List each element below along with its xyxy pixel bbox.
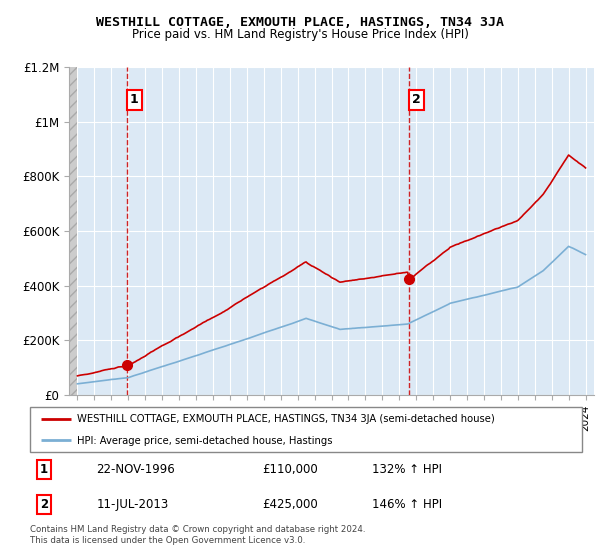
Text: WESTHILL COTTAGE, EXMOUTH PLACE, HASTINGS, TN34 3JA: WESTHILL COTTAGE, EXMOUTH PLACE, HASTING… bbox=[96, 16, 504, 29]
Bar bbox=[69, 67, 77, 395]
Text: Price paid vs. HM Land Registry's House Price Index (HPI): Price paid vs. HM Land Registry's House … bbox=[131, 28, 469, 41]
Text: Contains HM Land Registry data © Crown copyright and database right 2024.
This d: Contains HM Land Registry data © Crown c… bbox=[30, 525, 365, 545]
Text: 146% ↑ HPI: 146% ↑ HPI bbox=[372, 498, 442, 511]
Text: 1: 1 bbox=[130, 94, 139, 106]
Text: 2: 2 bbox=[40, 498, 48, 511]
Text: 1: 1 bbox=[40, 463, 48, 476]
Text: 11-JUL-2013: 11-JUL-2013 bbox=[96, 498, 169, 511]
Text: 132% ↑ HPI: 132% ↑ HPI bbox=[372, 463, 442, 476]
Text: WESTHILL COTTAGE, EXMOUTH PLACE, HASTINGS, TN34 3JA (semi-detached house): WESTHILL COTTAGE, EXMOUTH PLACE, HASTING… bbox=[77, 414, 494, 424]
Text: 22-NOV-1996: 22-NOV-1996 bbox=[96, 463, 175, 476]
Text: £425,000: £425,000 bbox=[262, 498, 317, 511]
FancyBboxPatch shape bbox=[30, 407, 582, 452]
Text: 2: 2 bbox=[412, 94, 421, 106]
Text: HPI: Average price, semi-detached house, Hastings: HPI: Average price, semi-detached house,… bbox=[77, 436, 332, 446]
Text: £110,000: £110,000 bbox=[262, 463, 317, 476]
